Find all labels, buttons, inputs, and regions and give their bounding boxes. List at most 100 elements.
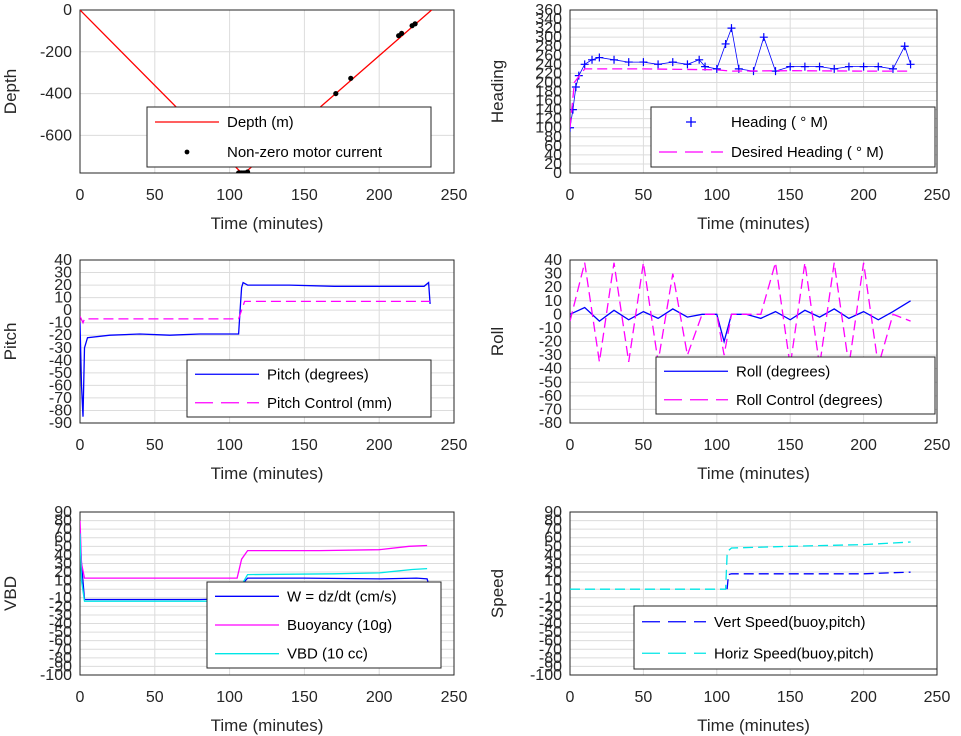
x-tick-label: 50 — [146, 689, 164, 706]
y-tick-label: 10 — [544, 573, 562, 590]
y-tick-label: -90 — [539, 658, 562, 675]
y-tick-label: -20 — [49, 598, 72, 615]
series-heading-0-point — [570, 123, 574, 132]
y-tick-label: -20 — [49, 327, 72, 344]
y-tick-label: -90 — [49, 658, 72, 675]
series-heading-0-point — [888, 64, 897, 73]
y-tick-label: 20 — [544, 564, 562, 581]
y-tick-label: 40 — [544, 252, 562, 269]
y-tick-label: -70 — [49, 390, 72, 407]
x-axis-label: Time (minutes) — [697, 716, 810, 735]
legend-vbd: W = dz/dt (cm/s) Buoyancy (10g) VBD (10 cc… — [206, 581, 442, 669]
legend-box — [186, 359, 432, 418]
y-axis-label: Pitch — [1, 323, 20, 361]
y-tick-label: -100 — [530, 667, 562, 684]
series-group — [570, 541, 911, 590]
y-tick-label: 0 — [553, 165, 562, 182]
y-tick-label: -60 — [539, 388, 562, 405]
legend-label: Pitch Control (mm) — [267, 395, 392, 412]
series-heading-0-point — [712, 64, 721, 73]
y-tick-label: 0 — [63, 302, 72, 319]
y-tick-label: 60 — [544, 530, 562, 547]
legend-roll: Roll (degrees) Roll Control (degrees) — [655, 356, 936, 415]
y-tick-label: 50 — [54, 538, 72, 555]
series-heading-0-point — [759, 33, 768, 42]
series-heading-0-point — [683, 60, 692, 69]
y-tick-label: 20 — [544, 156, 562, 173]
x-tick-label: 150 — [777, 437, 804, 454]
y-tick-label: -60 — [49, 633, 72, 650]
series-depth-0-line — [80, 10, 433, 173]
y-tick-label: 30 — [54, 555, 72, 572]
x-tick-label: 200 — [850, 187, 877, 204]
legend-label: Depth (m) — [227, 114, 294, 131]
y-tick-label: 120 — [535, 111, 562, 128]
y-tick-label: -70 — [49, 641, 72, 658]
x-tick-label: 100 — [216, 187, 243, 204]
y-axis-label: Depth — [1, 69, 20, 114]
y-tick-label: -100 — [40, 667, 72, 684]
x-tick-label: 0 — [76, 437, 85, 454]
legend-label: Roll Control (degrees) — [736, 392, 883, 409]
y-tick-label: -10 — [49, 315, 72, 332]
y-tick-label: 20 — [54, 277, 72, 294]
axes-frame — [569, 9, 938, 174]
series-heading-0-point — [727, 24, 736, 33]
y-tick-label: 0 — [553, 306, 562, 323]
y-tick-label: 0 — [63, 581, 72, 598]
legend-speed: Vert Speed(buoy,pitch) Horiz Speed(buoy,p… — [633, 605, 938, 670]
y-tick-label: -10 — [539, 320, 562, 337]
series-pitch-0-line — [80, 281, 431, 417]
y-axis-label: Speed — [488, 569, 507, 618]
x-tick-label: 50 — [635, 437, 653, 454]
y-tick-label: -80 — [49, 650, 72, 667]
y-tick-label: -20 — [539, 598, 562, 615]
x-tick-label: 150 — [291, 187, 318, 204]
y-tick-label: -50 — [49, 365, 72, 382]
x-tick-label: 200 — [850, 437, 877, 454]
y-tick-label: 340 — [535, 11, 562, 28]
y-tick-label: 10 — [54, 573, 72, 590]
legend-depth: Depth (m) Non-zero motor current — [146, 106, 432, 168]
y-tick-label: 10 — [54, 290, 72, 307]
y-tick-label: -40 — [49, 616, 72, 633]
y-tick-label: -30 — [49, 340, 72, 357]
x-tick-label: 250 — [441, 187, 468, 204]
y-tick-label: 300 — [535, 29, 562, 46]
legend-label: Horiz Speed(buoy,pitch) — [714, 645, 874, 662]
axes-frame — [569, 259, 938, 424]
series-heading-0-point — [595, 53, 604, 62]
panel-speed: 0 50 100 150 200 250-100-90-80-70-60-50-40-30… — [488, 504, 950, 735]
x-tick-label: 100 — [216, 689, 243, 706]
y-tick-label: 100 — [535, 120, 562, 137]
y-tick-label: 220 — [535, 65, 562, 82]
series-heading-0-point — [900, 42, 909, 51]
series-heading-0-point — [800, 62, 809, 71]
y-tick-label: -80 — [539, 415, 562, 432]
y-tick-label: 180 — [535, 84, 562, 101]
x-tick-label: 0 — [566, 689, 575, 706]
x-tick-label: 150 — [777, 689, 804, 706]
y-tick-label: -70 — [539, 401, 562, 418]
y-tick-label: 70 — [544, 521, 562, 538]
x-tick-label: 100 — [703, 689, 730, 706]
x-tick-label: 250 — [924, 689, 951, 706]
y-tick-label: 40 — [544, 547, 562, 564]
y-tick-label: -200 — [40, 44, 72, 61]
legend-label: Desired Heading ( ° M) — [731, 144, 884, 161]
y-tick-label: 320 — [535, 20, 562, 37]
y-tick-label: 200 — [535, 74, 562, 91]
series-group — [80, 281, 431, 417]
series-heading-0-point — [786, 62, 795, 71]
series-group — [570, 24, 915, 132]
series-heading-0-point — [830, 64, 839, 73]
series-heading-0-point — [654, 60, 663, 69]
y-tick-label: 260 — [535, 47, 562, 64]
y-tick-label: 280 — [535, 38, 562, 55]
panel-pitch: 0 50 100 150 200 250-90-80-70-60-50-40-30-20-… — [1, 252, 467, 483]
y-tick-label: 60 — [544, 138, 562, 155]
x-axis-label: Time (minutes) — [211, 716, 324, 735]
x-tick-label: 250 — [924, 187, 951, 204]
legend-swatch — [686, 117, 696, 127]
